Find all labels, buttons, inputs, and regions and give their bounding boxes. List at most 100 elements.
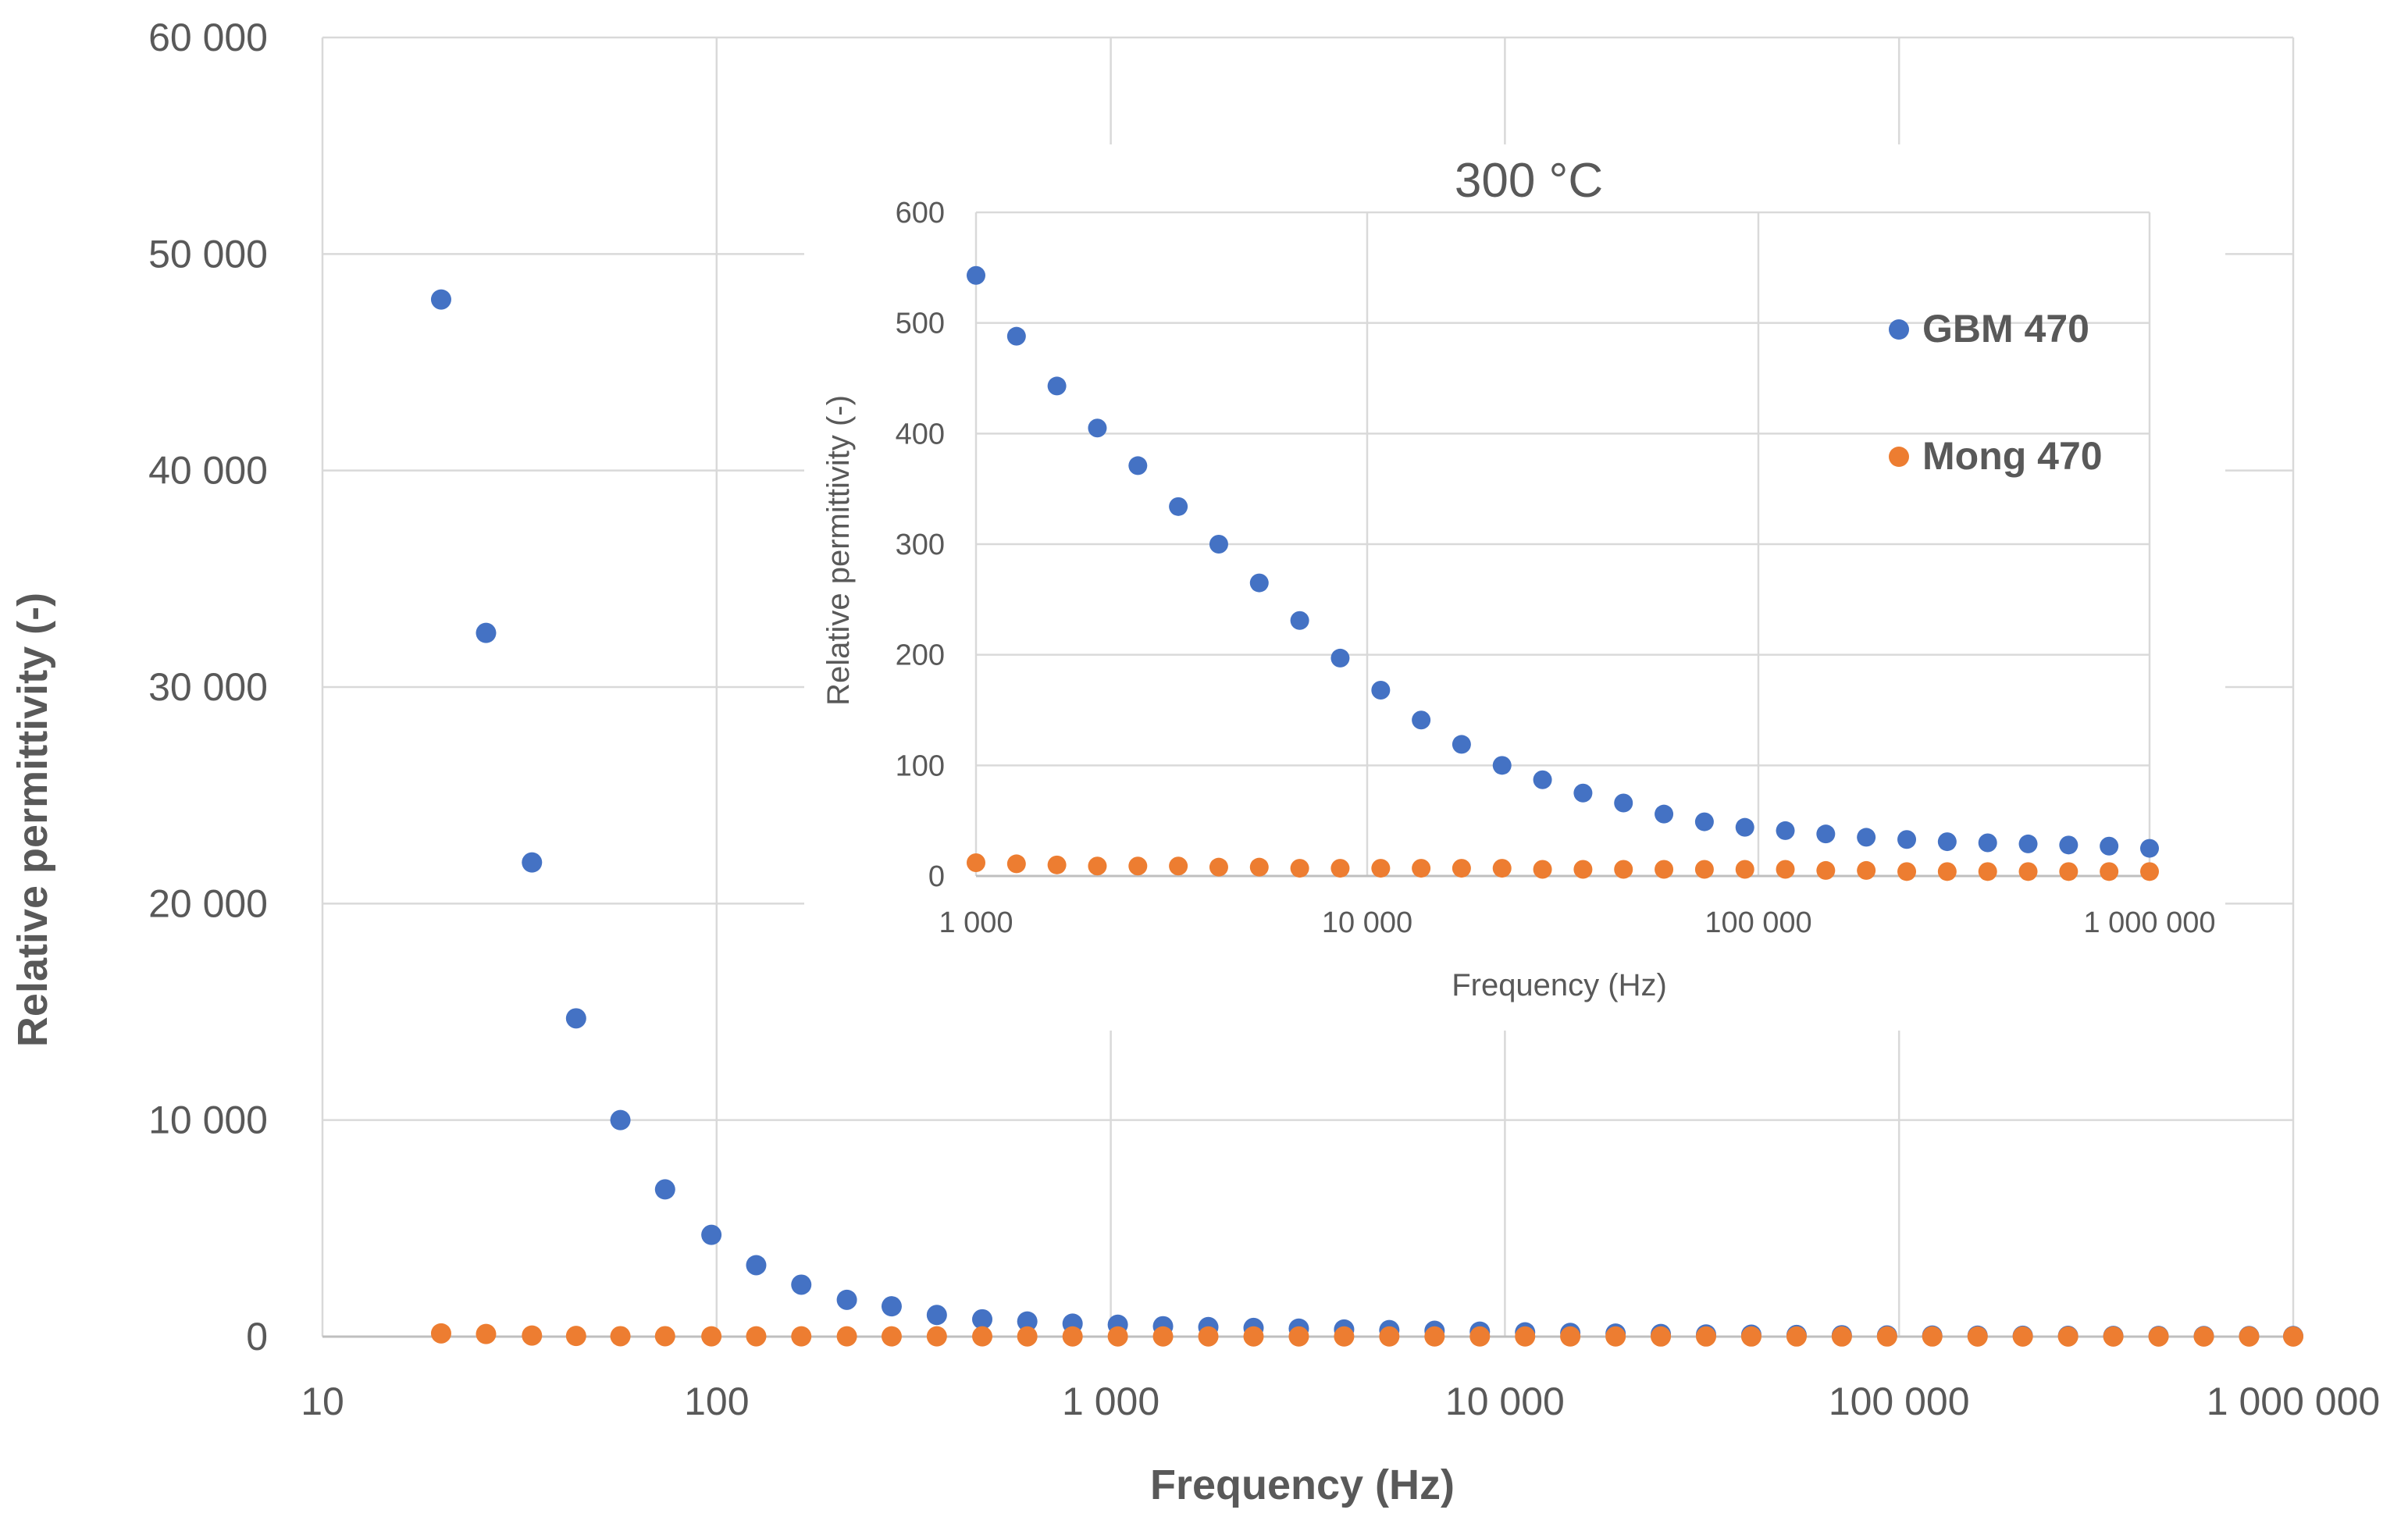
inset-point-gbm-470 (1776, 821, 1795, 840)
main-x-tick-label: 10 (301, 1380, 344, 1423)
inset-point-gbm-470 (1655, 804, 1674, 824)
main-point-mong-470 (881, 1326, 902, 1347)
inset-point-gbm-470 (1694, 812, 1714, 831)
main-point-mong-470 (430, 1323, 451, 1344)
main-x-tick-label: 10 000 (1445, 1380, 1565, 1423)
inset-point-mong-470 (1006, 854, 1026, 874)
inset-point-gbm-470 (1857, 828, 1876, 847)
inset-chart: 300 °C 0 100 200 300 400 500 600 1 000 10 000 100… (804, 144, 2225, 1031)
main-point-mong-470 (836, 1326, 857, 1347)
main-point-mong-470 (1424, 1326, 1445, 1347)
inset-point-gbm-470 (1492, 756, 1512, 775)
main-point-mong-470 (476, 1323, 497, 1344)
inset-point-mong-470 (1249, 857, 1269, 877)
inset-point-mong-470 (1452, 859, 1471, 878)
inset-tick-labels: 0 100 200 300 400 500 600 1 000 10 000 100 000 1 0… (896, 197, 2216, 939)
inset-point-mong-470 (1655, 860, 1674, 879)
main-point-mong-470 (1017, 1326, 1038, 1347)
main-point-mong-470 (1831, 1326, 1852, 1347)
inset-point-gbm-470 (1978, 833, 1997, 853)
inset-point-mong-470 (2059, 862, 2079, 881)
inset-data-points (967, 265, 2159, 881)
main-y-tick-label: 20 000 (148, 881, 268, 925)
inset-point-mong-470 (2140, 862, 2159, 881)
inset-x-tick-label: 10 000 (1322, 906, 1412, 939)
main-x-tick-label: 100 000 (1829, 1380, 1970, 1423)
inset-y-tick-label: 400 (896, 418, 945, 450)
inset-point-gbm-470 (1735, 817, 1754, 837)
main-point-mong-470 (1243, 1326, 1264, 1347)
main-point-mong-470 (1876, 1326, 1897, 1347)
main-x-tick-label: 100 (684, 1380, 749, 1423)
main-point-gbm-470 (836, 1289, 857, 1310)
inset-point-mong-470 (1857, 860, 1876, 880)
main-point-mong-470 (746, 1326, 767, 1347)
inset-point-mong-470 (1492, 859, 1512, 878)
inset-point-mong-470 (1290, 859, 1309, 878)
main-x-axis-title: Frequency (Hz) (1150, 1462, 1455, 1508)
main-point-gbm-470 (701, 1224, 722, 1245)
inset-point-mong-470 (967, 853, 985, 872)
main-point-gbm-470 (610, 1109, 631, 1131)
main-point-mong-470 (2193, 1326, 2214, 1347)
inset-chart-title: 300 °C (1455, 154, 1603, 208)
main-point-mong-470 (1740, 1326, 1761, 1347)
main-point-gbm-470 (476, 622, 497, 643)
inset-point-mong-470 (1047, 855, 1067, 874)
main-point-mong-470 (1922, 1326, 1943, 1347)
inset-point-mong-470 (1776, 860, 1795, 879)
inset-y-axis-title: Relative permittivity (-) (821, 395, 856, 706)
main-x-tick-label: 1 000 (1062, 1380, 1159, 1423)
main-point-mong-470 (791, 1326, 812, 1347)
inset-point-gbm-470 (967, 265, 985, 285)
inset-y-tick-label: 100 (896, 750, 945, 782)
main-y-tick-label: 30 000 (148, 665, 268, 709)
inset-point-gbm-470 (1937, 832, 1957, 852)
main-point-gbm-470 (1017, 1311, 1038, 1332)
inset-point-mong-470 (1694, 860, 1714, 879)
main-point-mong-470 (1198, 1326, 1219, 1347)
main-point-mong-470 (1288, 1326, 1309, 1347)
inset-point-mong-470 (1816, 860, 1836, 880)
main-point-mong-470 (1786, 1326, 1807, 1347)
main-point-mong-470 (1379, 1326, 1400, 1347)
inset-point-gbm-470 (1047, 376, 1067, 396)
main-y-tick-label: 60 000 (148, 16, 268, 59)
main-point-mong-470 (1560, 1326, 1581, 1347)
inset-point-gbm-470 (1614, 793, 1633, 813)
legend-label-mong: Mong 470 (1922, 434, 2103, 478)
inset-y-tick-label: 0 (928, 860, 945, 893)
inset-y-tick-label: 300 (896, 529, 945, 561)
main-point-mong-470 (1469, 1326, 1491, 1347)
inset-point-mong-470 (1088, 856, 1107, 876)
legend-label-gbm: GBM 470 (1922, 307, 2089, 351)
inset-point-gbm-470 (1209, 535, 1228, 554)
main-point-mong-470 (1605, 1326, 1626, 1347)
main-point-mong-470 (654, 1326, 675, 1347)
main-point-mong-470 (610, 1326, 631, 1347)
inset-x-tick-label: 1 000 (939, 906, 1013, 939)
inset-point-gbm-470 (1371, 681, 1391, 700)
inset-point-mong-470 (1128, 856, 1148, 876)
inset-point-gbm-470 (1897, 830, 1917, 849)
inset-y-tick-label: 600 (896, 197, 945, 230)
main-point-gbm-470 (746, 1255, 767, 1276)
inset-point-gbm-470 (2140, 839, 2159, 858)
inset-y-tick-label: 200 (896, 639, 945, 672)
inset-point-gbm-470 (1452, 735, 1471, 754)
main-y-tick-label: 40 000 (148, 449, 268, 493)
main-point-mong-470 (2239, 1326, 2260, 1347)
main-point-mong-470 (1967, 1326, 1988, 1347)
inset-point-gbm-470 (1169, 497, 1188, 516)
inset-point-mong-470 (2100, 862, 2119, 881)
main-point-gbm-470 (522, 852, 543, 873)
main-point-mong-470 (701, 1326, 722, 1347)
main-point-mong-470 (1334, 1326, 1355, 1347)
inset-point-gbm-470 (1412, 710, 1431, 730)
main-point-mong-470 (1651, 1326, 1672, 1347)
main-point-mong-470 (522, 1325, 543, 1346)
main-point-gbm-470 (791, 1274, 812, 1295)
main-point-gbm-470 (430, 289, 451, 310)
